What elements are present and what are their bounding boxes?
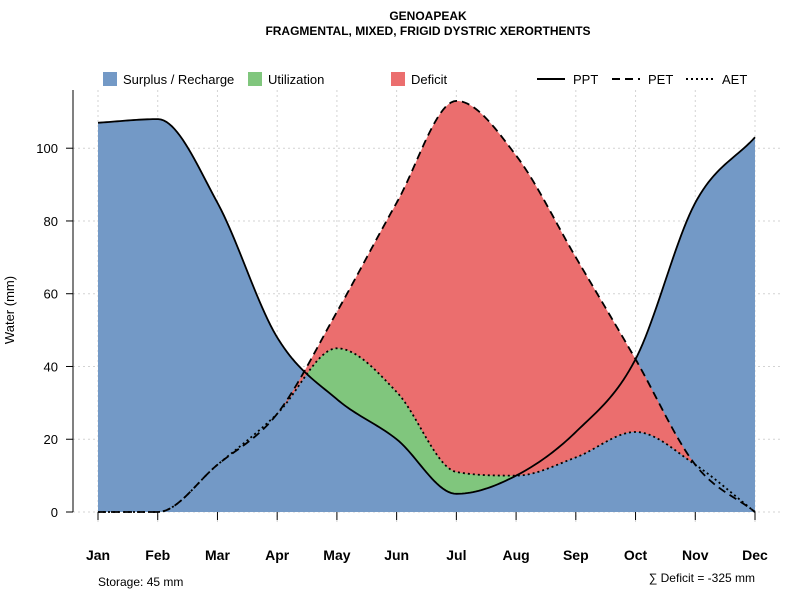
- chart-subtitle: FRAGMENTAL, MIXED, FRIGID DYSTRIC XERORT…: [265, 24, 590, 38]
- line-aet: [98, 347, 756, 513]
- chart-title: GENOAPEAK: [389, 9, 467, 23]
- y-tick-label-60: 60: [44, 287, 58, 302]
- legend: Surplus / Recharge Utilization Deficit PPT P…: [103, 72, 747, 87]
- y-tick-label-80: 80: [44, 214, 58, 229]
- x-tick-label-feb: Feb: [145, 547, 170, 563]
- x-tick-label-apr: Apr: [265, 547, 290, 563]
- x-tick-label-oct: Oct: [624, 547, 648, 563]
- legend-label-pet: PET: [648, 72, 673, 87]
- y-tick-label-20: 20: [44, 432, 58, 447]
- axis-layer: 0 20 40 60 80 100 Jan Feb Mar Apr May Jun Jul Aug Sep O…: [36, 90, 768, 563]
- deficit-note: ∑ Deficit = -325 mm: [649, 571, 755, 585]
- area-layer: [98, 100, 755, 513]
- x-tick-label-nov: Nov: [682, 547, 709, 563]
- x-tick-label-aug: Aug: [502, 547, 529, 563]
- x-tick-label-mar: Mar: [205, 547, 230, 563]
- line-pet: [98, 100, 756, 513]
- y-tick-label-100: 100: [36, 141, 58, 156]
- x-tick-label-dec: Dec: [742, 547, 768, 563]
- area-surplus-overlap: [98, 375, 755, 512]
- x-tick-label-sep: Sep: [563, 547, 589, 563]
- x-tick-label-may: May: [323, 547, 350, 563]
- legend-label-deficit: Deficit: [411, 72, 448, 87]
- y-axis-label: Water (mm): [2, 276, 17, 344]
- y-tick-label-0: 0: [51, 505, 58, 520]
- x-tick-label-jun: Jun: [384, 547, 409, 563]
- legend-label-aet: AET: [722, 72, 747, 87]
- legend-swatch-surplus-recharge: [103, 72, 117, 86]
- legend-swatch-deficit: [391, 72, 405, 86]
- legend-label-ppt: PPT: [573, 72, 598, 87]
- legend-label-surplus-recharge: Surplus / Recharge: [123, 72, 234, 87]
- legend-label-utilization: Utilization: [268, 72, 324, 87]
- x-tick-label-jul: Jul: [446, 547, 466, 563]
- storage-note: Storage: 45 mm: [98, 575, 183, 589]
- line-ppt: [97, 118, 756, 495]
- area-surplus-recharge: [98, 119, 755, 513]
- line-layer: [97, 100, 756, 513]
- legend-swatch-utilization: [248, 72, 262, 86]
- y-tick-label-40: 40: [44, 359, 58, 374]
- x-tick-label-jan: Jan: [86, 547, 110, 563]
- area-deficit: [98, 100, 755, 513]
